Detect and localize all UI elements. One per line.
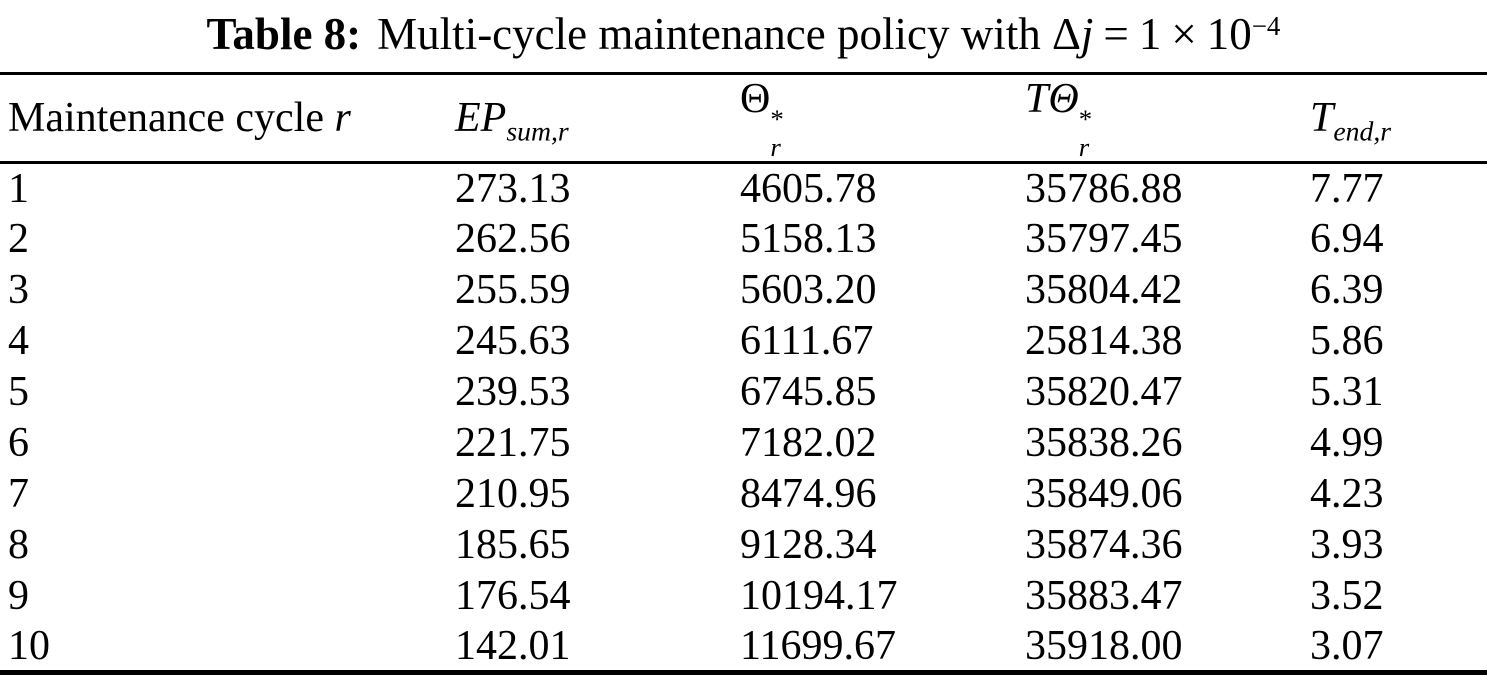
cell-ep-sum: 221.75 [455,419,571,466]
power-exponent: −4 [1251,11,1281,41]
cell-t-end: 6.94 [1310,215,1384,262]
table-caption: Table 8: Multi-cycle maintenance policy w… [0,0,1487,72]
header-theta-superscript: * [770,104,784,135]
header-maintenance-cycle-text: Maintenance cycle [8,94,324,141]
cell-theta: 7182.02 [740,419,877,466]
cell-t-end: 4.99 [1310,419,1384,466]
title-math-expression: Δj = 1 × 10−4 [1052,9,1280,59]
cell-t-theta: 35804.42 [1025,266,1183,313]
cell-ep-sum: 176.54 [455,572,571,619]
cell-cycle: 5 [8,368,29,415]
cell-theta: 10194.17 [740,572,898,619]
cell-theta: 5158.13 [740,215,877,262]
cell-ep-sum: 142.01 [455,622,571,669]
cell-cycle: 8 [8,521,29,568]
header-theta-base: Θ [740,76,771,122]
cell-t-theta: 35786.88 [1025,165,1183,212]
cell-cycle: 2 [8,215,29,262]
cell-t-end: 7.77 [1310,165,1384,212]
cell-cycle: 10 [8,622,50,669]
cell-ep-sum: 185.65 [455,521,571,568]
header-ep-subscript: sum,r [506,115,569,147]
header-theta-star: Θ * r [740,74,1025,163]
times-sign: × [1171,9,1197,59]
header-ep-base: EP [455,94,507,141]
header-theta-subscript: r [770,131,781,162]
header-maintenance-cycle: Maintenance cycle r [0,74,455,163]
cell-cycle: 9 [8,572,29,619]
cell-theta: 8474.96 [740,470,877,517]
header-t-end-subscript: end,r [1333,115,1392,147]
header-t-end-base: T [1310,94,1334,141]
table-title-text: Multi-cycle maintenance policy with [377,9,1041,59]
cell-theta: 4605.78 [740,165,877,212]
header-ep-sum: EPsum,r [455,74,740,163]
equals-sign: = [1103,9,1129,59]
cell-t-end: 3.52 [1310,572,1384,619]
cell-theta: 9128.34 [740,521,877,568]
table-row: 3 255.59 5603.20 35804.42 6.39 [0,264,1487,315]
cell-theta: 6111.67 [740,317,874,364]
cell-t-theta: 35797.45 [1025,215,1183,262]
cell-t-theta: 35838.26 [1025,419,1183,466]
cell-ep-sum: 239.53 [455,368,571,415]
cell-cycle: 6 [8,419,29,466]
header-t-theta-superscript: * [1078,104,1093,135]
table-row: 5 239.53 6745.85 35820.47 5.31 [0,366,1487,417]
coefficient: 1 [1138,9,1162,59]
table-row: 1 273.13 4605.78 35786.88 7.77 [0,162,1487,213]
table-row: 7 210.95 8474.96 35849.06 4.23 [0,468,1487,519]
cell-cycle: 7 [8,470,29,517]
header-r-variable: r [334,94,351,141]
cell-ep-sum: 262.56 [455,215,571,262]
header-t-theta-star: TΘ * r [1025,74,1310,163]
delta-symbol: Δ [1051,9,1081,59]
cell-t-end: 3.93 [1310,521,1384,568]
cell-theta: 6745.85 [740,368,877,415]
cell-t-end: 3.07 [1310,622,1384,669]
cell-theta: 11699.67 [740,622,896,669]
table-row: 4 245.63 6111.67 25814.38 5.86 [0,315,1487,366]
cell-t-theta: 35883.47 [1025,572,1183,619]
header-t-theta-base: TΘ [1025,76,1079,122]
table-number-label: Table 8: [206,9,362,59]
cell-t-theta: 25814.38 [1025,317,1183,364]
table-row: 10 142.01 11699.67 35918.00 3.07 [0,621,1487,672]
table-row: 9 176.54 10194.17 35883.47 3.52 [0,570,1487,621]
table-row: 8 185.65 9128.34 35874.36 3.93 [0,519,1487,570]
table-row: 6 221.75 7182.02 35838.26 4.99 [0,417,1487,468]
cell-t-theta: 35820.47 [1025,368,1183,415]
header-row: Maintenance cycle r EPsum,r Θ * r TΘ * r Ten… [0,74,1487,163]
cell-cycle: 3 [8,266,29,313]
cell-t-end: 5.31 [1310,368,1384,415]
header-t-end: Tend,r [1310,74,1487,163]
cell-t-theta: 35918.00 [1025,622,1183,669]
maintenance-policy-table: Maintenance cycle r EPsum,r Θ * r TΘ * r Ten… [0,72,1487,675]
cell-t-end: 5.86 [1310,317,1384,364]
table-row: 2 262.56 5158.13 35797.45 6.94 [0,213,1487,264]
cell-t-theta: 35849.06 [1025,470,1183,517]
cell-ep-sum: 245.63 [455,317,571,364]
header-t-theta-subscript: r [1078,131,1090,162]
cell-ep-sum: 273.13 [455,165,571,212]
cell-cycle: 4 [8,317,29,364]
cell-t-end: 4.23 [1310,470,1384,517]
cell-cycle: 1 [8,165,29,212]
cell-t-theta: 35874.36 [1025,521,1183,568]
cell-theta: 5603.20 [740,266,877,313]
cell-t-end: 6.39 [1310,266,1384,313]
power-base: 10 [1206,9,1252,59]
cell-ep-sum: 255.59 [455,266,571,313]
variable-j: j [1080,9,1094,59]
cell-ep-sum: 210.95 [455,470,571,517]
